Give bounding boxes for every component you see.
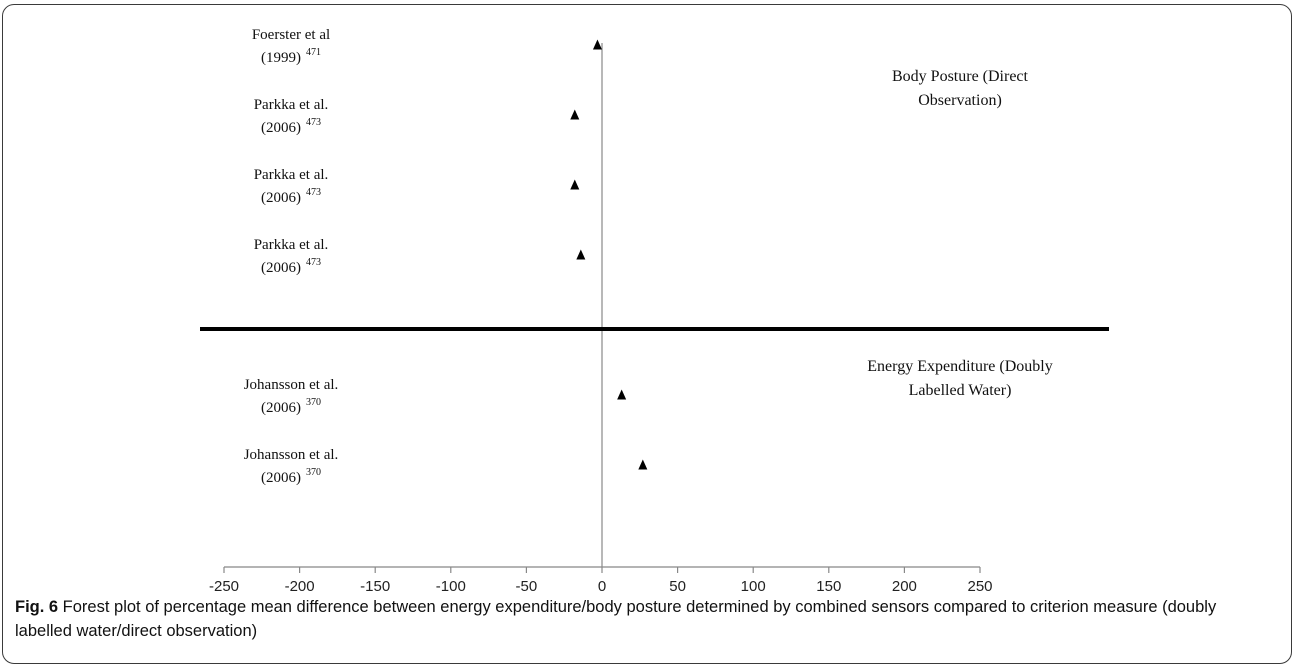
- data-point-marker: [576, 249, 586, 260]
- study-author-label: Foerster et al: [252, 27, 330, 43]
- caption-text: Forest plot of percentage mean differenc…: [15, 598, 1217, 640]
- study-year-label: (2006): [261, 190, 301, 206]
- study-author-label: Parkka et al.: [254, 167, 329, 183]
- study-year-label: (1999): [261, 50, 301, 66]
- study-ref-label: 473: [306, 187, 321, 198]
- study-ref-label: 370: [306, 467, 321, 478]
- x-tick-label: 250: [967, 578, 992, 595]
- data-point-marker: [570, 109, 580, 120]
- x-tick-label: -250: [209, 578, 239, 595]
- x-tick-label: 100: [741, 578, 766, 595]
- study-author-label: Parkka et al.: [254, 97, 329, 113]
- x-tick-label: 200: [892, 578, 917, 595]
- x-tick-label: -150: [360, 578, 390, 595]
- data-point-marker: [638, 459, 648, 470]
- study-year-label: (2006): [261, 120, 301, 136]
- x-tick-label: 50: [669, 578, 686, 595]
- study-author-label: Johansson et al.: [244, 377, 339, 393]
- group-annotation-line: Body Posture (Direct: [892, 68, 1029, 85]
- figure-label: Fig. 6: [15, 598, 59, 616]
- x-tick-label: 0: [598, 578, 606, 595]
- figure-frame: -250-200-150-100-50050100150200250Mean P…: [2, 4, 1292, 664]
- study-ref-label: 471: [306, 47, 321, 58]
- group-annotation-line: Observation): [918, 92, 1002, 109]
- study-year-label: (2006): [261, 260, 301, 276]
- study-year-label: (2006): [261, 400, 301, 416]
- x-tick-label: -50: [516, 578, 538, 595]
- data-point-marker: [592, 39, 602, 50]
- figure-caption: Fig. 6 Forest plot of percentage mean di…: [15, 595, 1277, 643]
- x-tick-label: -200: [285, 578, 315, 595]
- forest-plot: -250-200-150-100-50050100150200250Mean P…: [200, 27, 1109, 595]
- study-author-label: Johansson et al.: [244, 447, 339, 463]
- study-ref-label: 473: [306, 117, 321, 128]
- group-annotation-line: Labelled Water): [909, 382, 1012, 399]
- x-tick-label: -100: [436, 578, 466, 595]
- study-ref-label: 370: [306, 397, 321, 408]
- data-point-marker: [570, 179, 580, 190]
- study-year-label: (2006): [261, 470, 301, 486]
- group-annotation-line: Energy Expenditure (Doubly: [867, 358, 1052, 375]
- study-author-label: Parkka et al.: [254, 237, 329, 253]
- data-point-marker: [617, 389, 627, 400]
- x-tick-label: 150: [816, 578, 841, 595]
- study-ref-label: 473: [306, 257, 321, 268]
